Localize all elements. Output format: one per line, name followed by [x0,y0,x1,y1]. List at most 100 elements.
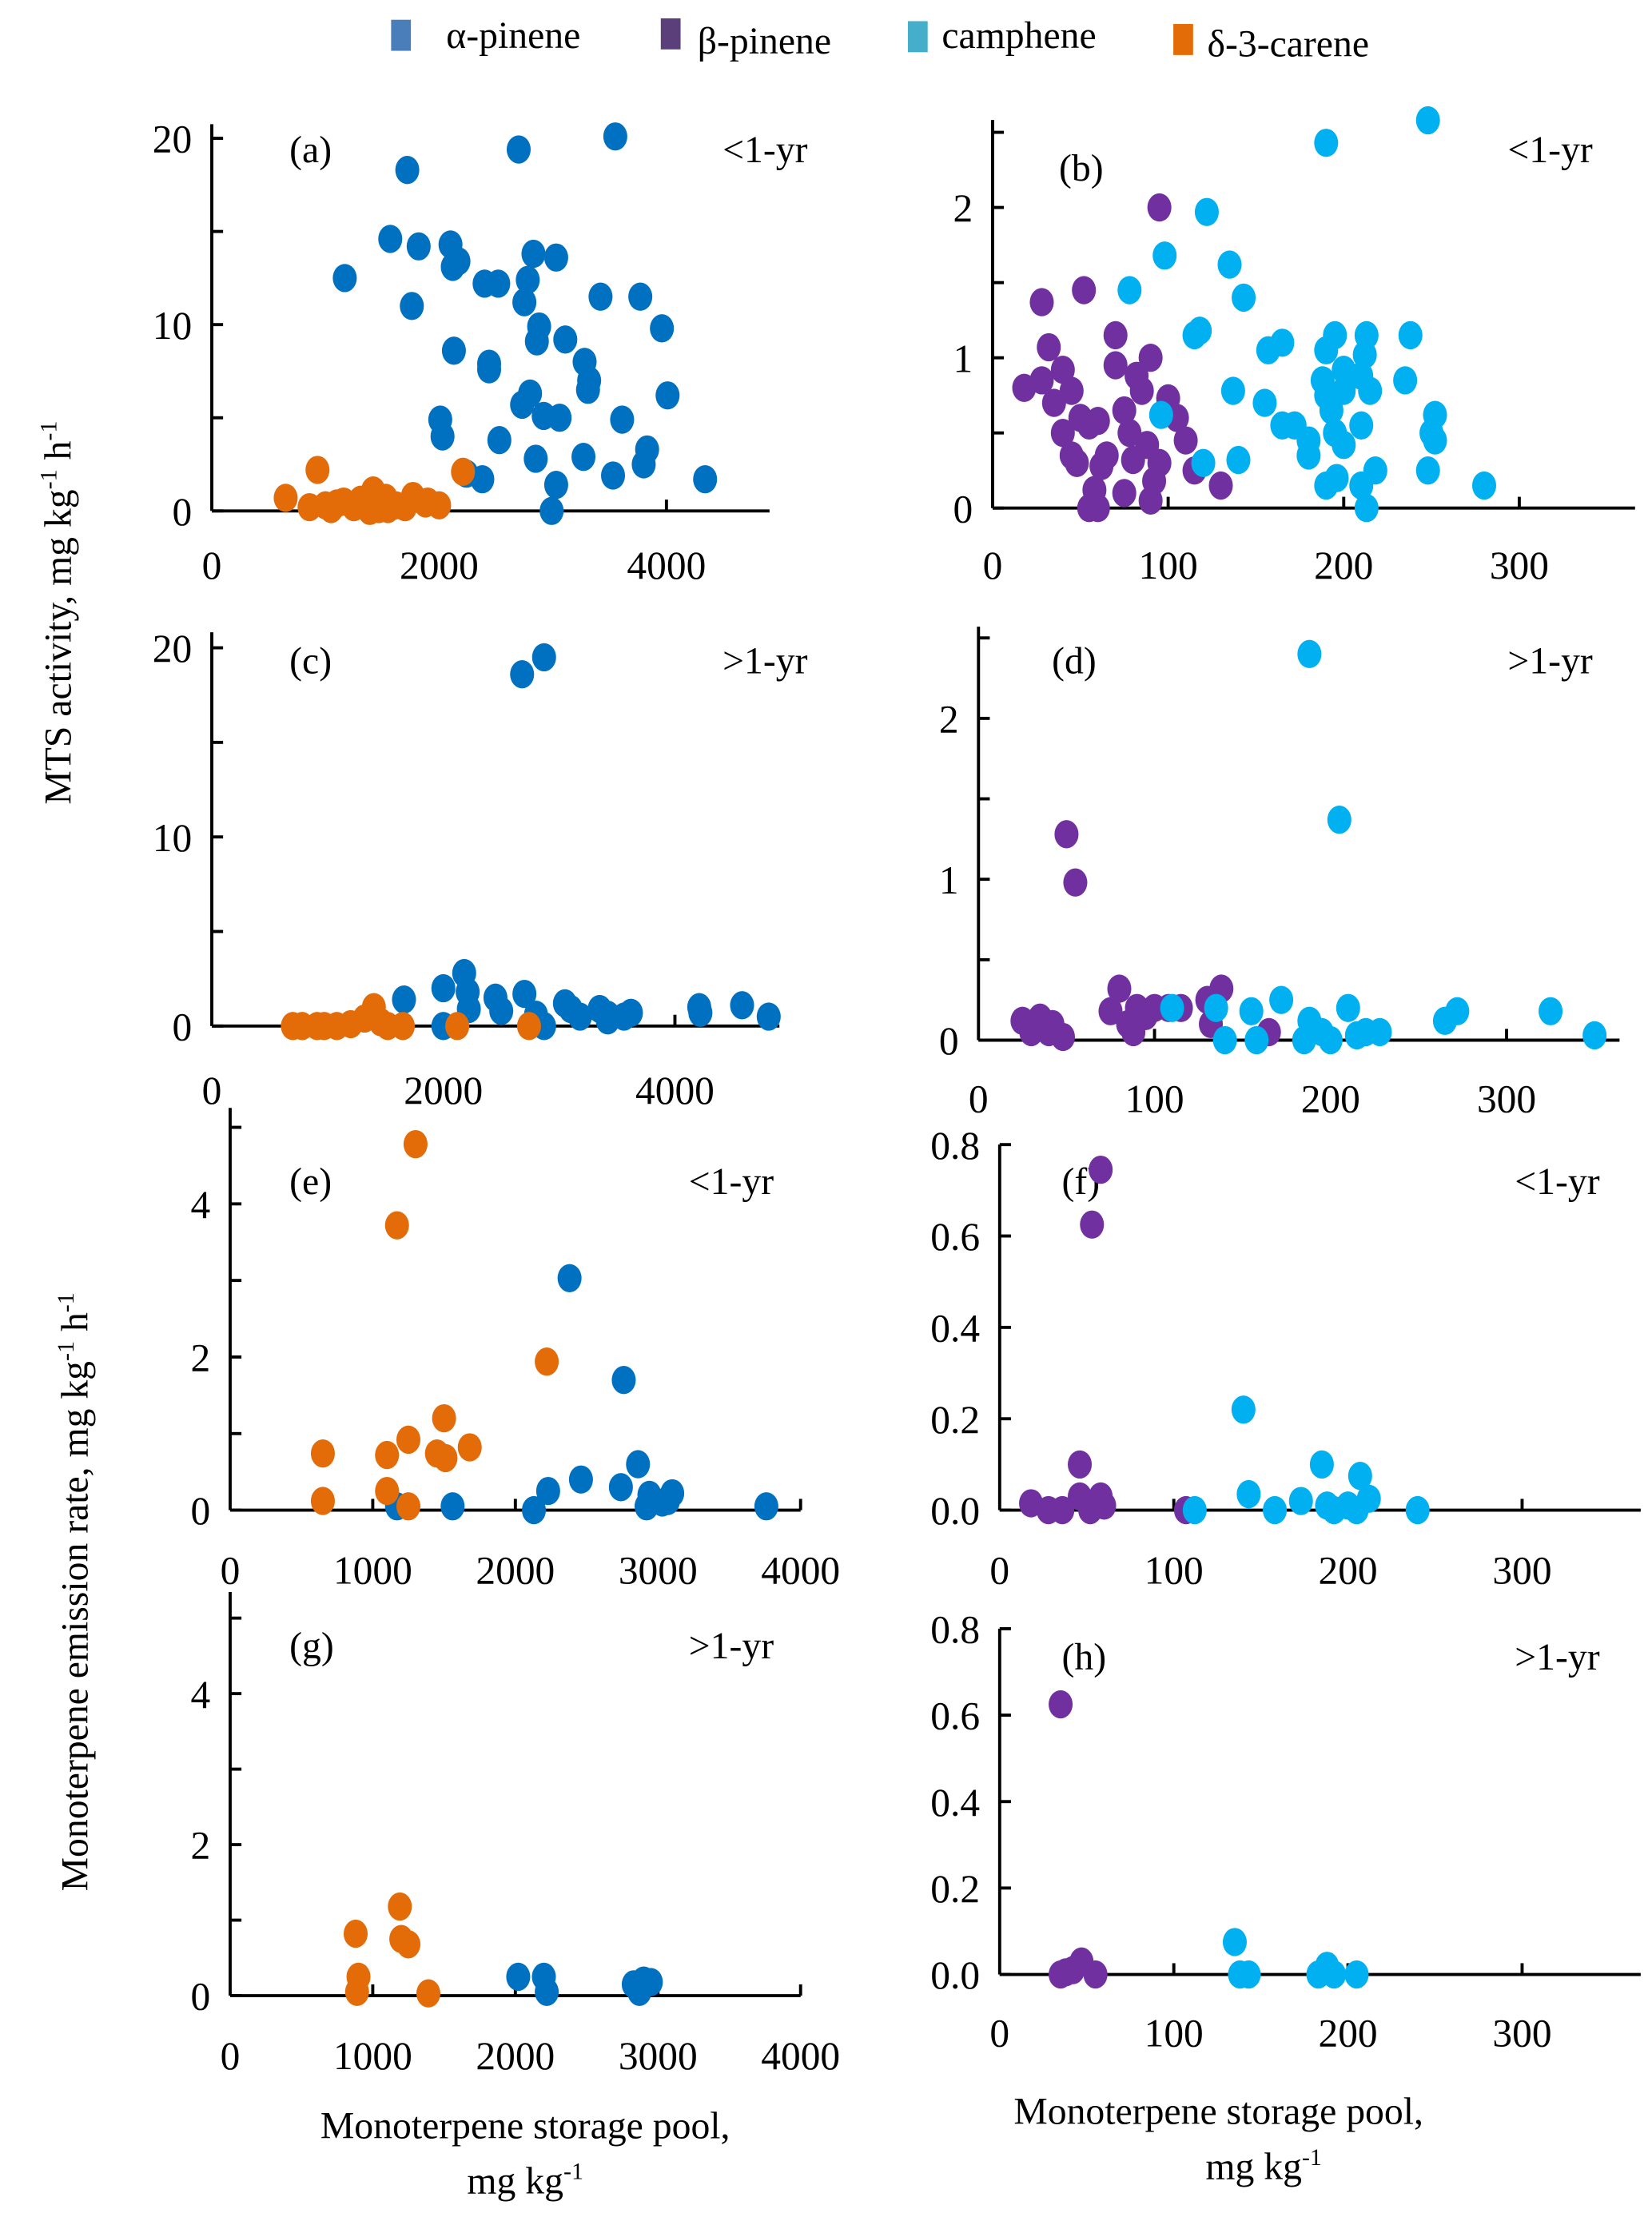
data-point [1415,456,1440,485]
panel-label: (g) [289,1626,334,1667]
x-tick-label: 4000 [761,1548,840,1592]
x-axis-title-right: Monoterpene storage pool, mg kg-1 [1013,2092,1423,2188]
data-point [1050,419,1075,448]
data-point [1085,494,1110,523]
y-tick-label: 2 [191,1336,211,1380]
data-point [1252,388,1277,417]
data-point [1089,452,1114,480]
series-carene [281,993,541,1041]
data-point [332,264,357,293]
series-beta-pinene [1019,1155,1198,1525]
data-point [506,135,531,164]
y-tick-label: 0 [191,1489,211,1533]
data-point [388,1892,412,1921]
data-point [1405,1495,1430,1525]
data-point [1539,997,1563,1025]
data-point [1080,1210,1105,1239]
y-tick-label: 20 [153,627,192,671]
data-point [1019,1017,1044,1047]
data-point [1208,471,1233,500]
data-point [1232,283,1256,312]
data-point [489,997,514,1025]
series-carene [343,1892,441,2008]
panel-e: 0 2 4 0 1000 2000 3000 4000 (e) <1-yr [191,1108,840,1592]
data-point [1083,1960,1108,1989]
data-point [575,376,600,404]
data-point [1398,320,1423,350]
x-title-left-unit: mg kg [467,2160,563,2202]
y-title-top-sup1: -1 [36,469,62,489]
data-point [440,1492,465,1521]
data-point [451,457,476,486]
x-tick-label: 3000 [619,1548,698,1592]
data-point [1063,868,1088,897]
data-point [375,1476,400,1506]
data-point [1344,1021,1369,1050]
data-point [1349,411,1374,440]
data-point [1297,639,1322,668]
x-tick-label: 200 [1318,1548,1377,1592]
y-tick-label: 0 [953,487,973,531]
data-point [1319,396,1343,425]
data-point [1231,1395,1256,1424]
data-point [1270,328,1295,357]
y-tick-label: 4 [191,1673,211,1717]
x-tick-label: 200 [1301,1077,1360,1121]
data-point [1423,426,1447,455]
panel-d: 0 1 2 0 100 200 300 (d) >1-yr [939,627,1620,1121]
data-point [1029,366,1054,395]
y-tick-label: 4 [191,1183,211,1227]
x-tick-label: 100 [1125,1077,1184,1121]
x-tick-label: 300 [1492,1548,1551,1592]
data-point [1037,332,1061,362]
legend-swatch-carene [1173,24,1193,55]
data-point [510,390,535,420]
data-point [1344,1960,1369,1989]
data-point [1085,406,1110,436]
panel-label: (e) [289,1161,332,1203]
y-tick-label: 0.0 [930,1489,980,1533]
data-point [1054,820,1079,849]
y-tick-label: 2 [953,186,973,230]
data-point [571,443,596,472]
data-point [384,1211,409,1240]
data-point [730,991,754,1020]
data-point [378,225,403,253]
y-title-top-h: h [38,440,79,469]
data-point [1092,1491,1117,1520]
data-point [430,422,455,451]
x-tick-label: 3000 [619,2034,698,2078]
data-point [1263,1495,1288,1525]
data-point [619,998,643,1027]
series-camphene [1117,105,1497,523]
x-tick-label: 2000 [404,1069,483,1112]
data-point [1152,241,1177,270]
legend-item-carene: δ-3-carene [1173,24,1369,66]
panel-label: (a) [289,129,332,171]
y-tick-label: 0.4 [930,1781,980,1825]
data-point [433,1443,458,1473]
series-alpha-pinene [332,122,718,525]
data-point [487,426,512,455]
legend-item-beta-pinene: β-pinene [660,18,831,62]
data-point [1103,351,1128,380]
data-point [1309,1450,1334,1479]
x-tick-label: 2000 [476,2034,555,2078]
panel-f: 0.00.20.40.60.80 100 200 300(f) <1-yr [930,1124,1641,1592]
data-point [639,1968,663,1996]
data-point [601,461,626,490]
data-point [1244,1025,1269,1055]
legend: α-pinene β-pinene camphene δ-3-carene [391,15,1369,66]
data-point [343,1919,368,1948]
data-point [431,973,456,1003]
data-point [539,496,564,525]
data-point [1050,1495,1075,1525]
age-class-label: >1-yr [1507,640,1592,682]
data-point [531,643,556,672]
data-point [396,1492,421,1521]
x-tick-label: 0 [221,2034,241,2078]
x-tick-label: 4000 [761,2034,840,2078]
data-point [588,282,613,311]
series-beta-pinene [1012,193,1233,523]
y-tick-label: 0.8 [930,1124,980,1168]
